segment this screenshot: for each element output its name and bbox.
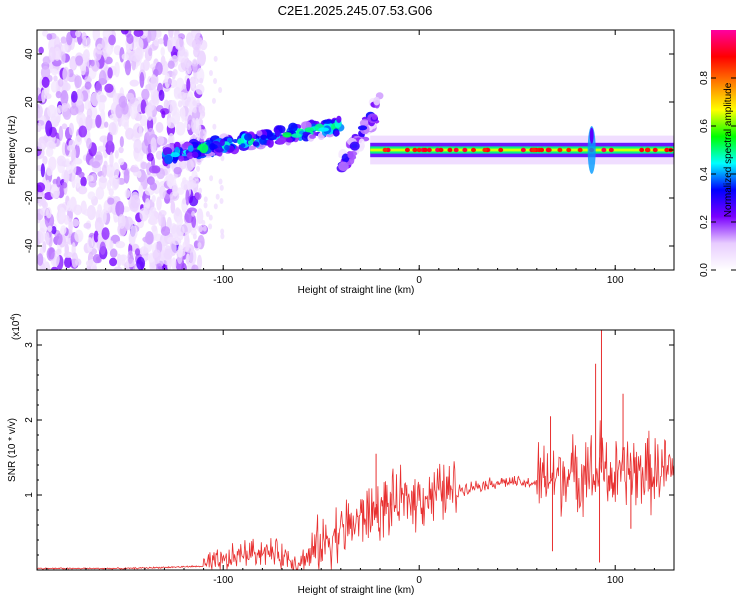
- colorbar-tick-label: 0.4: [699, 167, 710, 181]
- spectrogram-feature-secondary-tilted-band: [336, 92, 384, 173]
- spectrogram-feature-spike: [587, 126, 596, 174]
- spectrogram-x-tick-label: 0: [416, 275, 422, 286]
- spectrogram-feature-steady-carrier: [370, 135, 674, 165]
- snr-x-axis-title: Height of straight line (km): [298, 585, 415, 596]
- snr-marks: [36, 330, 674, 571]
- snr-x-tick-label: -100: [213, 575, 233, 586]
- spectrogram-axes: -100 0 100 -40 -20 0 20 40: [24, 30, 675, 286]
- snr-background: [37, 330, 674, 570]
- snr-series-line: [36, 420, 674, 571]
- colorbar-tick-label: 0.2: [699, 215, 710, 229]
- colorbar-label: Normalized spectral amplitude: [723, 82, 734, 217]
- spectrogram-y-tick-label: -40: [24, 238, 35, 253]
- spectrogram-feature-noise-region: [37, 30, 225, 270]
- spectrogram-x-tick-label: -100: [213, 275, 233, 286]
- colorbar-tick-label: 0.6: [699, 119, 710, 133]
- snr-y-multiplier-close: ): [11, 313, 22, 316]
- spectrogram-y-tick-label: 40: [24, 48, 35, 60]
- spectrogram-x-axis-title: Height of straight line (km): [298, 285, 415, 296]
- spectrogram-y-tick-label: 0: [24, 147, 35, 153]
- snr-y-tick-label: 2: [24, 417, 35, 423]
- snr-axes: -100 0 100 1 2 3: [24, 330, 675, 586]
- spectrogram-x-tick-label: 100: [607, 275, 624, 286]
- colorbar-gradient: [711, 30, 736, 270]
- spectrogram-y-tick-label: -20: [24, 190, 35, 205]
- colorbar: 0.0 0.2 0.4 0.6 0.8 Normalized spectral ampl…: [699, 30, 736, 277]
- spectrogram-y-axis-title: Frequency (Hz): [7, 116, 18, 185]
- snr-y-tick-label: 3: [24, 342, 35, 348]
- snr-y-tick-label: 1: [24, 492, 35, 498]
- spectrogram-marks: [37, 30, 674, 270]
- snr-x-tick-label: 0: [416, 575, 422, 586]
- colorbar-ticks: 0.0 0.2 0.4 0.6 0.8: [699, 71, 736, 277]
- snr-y-multiplier-base: (x10: [11, 320, 22, 340]
- colorbar-tick-label: 0.0: [699, 263, 710, 277]
- snr-y-axis-title: SNR (10 * v/v): [7, 418, 18, 482]
- spectrogram-y-tick-label: 20: [24, 96, 35, 108]
- snr-x-tick-label: 100: [607, 575, 624, 586]
- figure-title: C2E1.2025.245.07.53.G06: [278, 3, 433, 18]
- snr-panel: -100 0 100 1 2 3 (x104) Height of straight li…: [7, 313, 675, 596]
- colorbar-tick-label: 0.8: [699, 71, 710, 85]
- spectrogram-panel: -100 0 100 -40 -20 0 20 40 Height of straight l…: [7, 29, 675, 296]
- snr-y-multiplier-exponent: 4: [10, 317, 17, 321]
- snr-y-multiplier: (x104): [10, 313, 22, 340]
- spectrogram-feature-tilted-signal-band: [161, 115, 345, 167]
